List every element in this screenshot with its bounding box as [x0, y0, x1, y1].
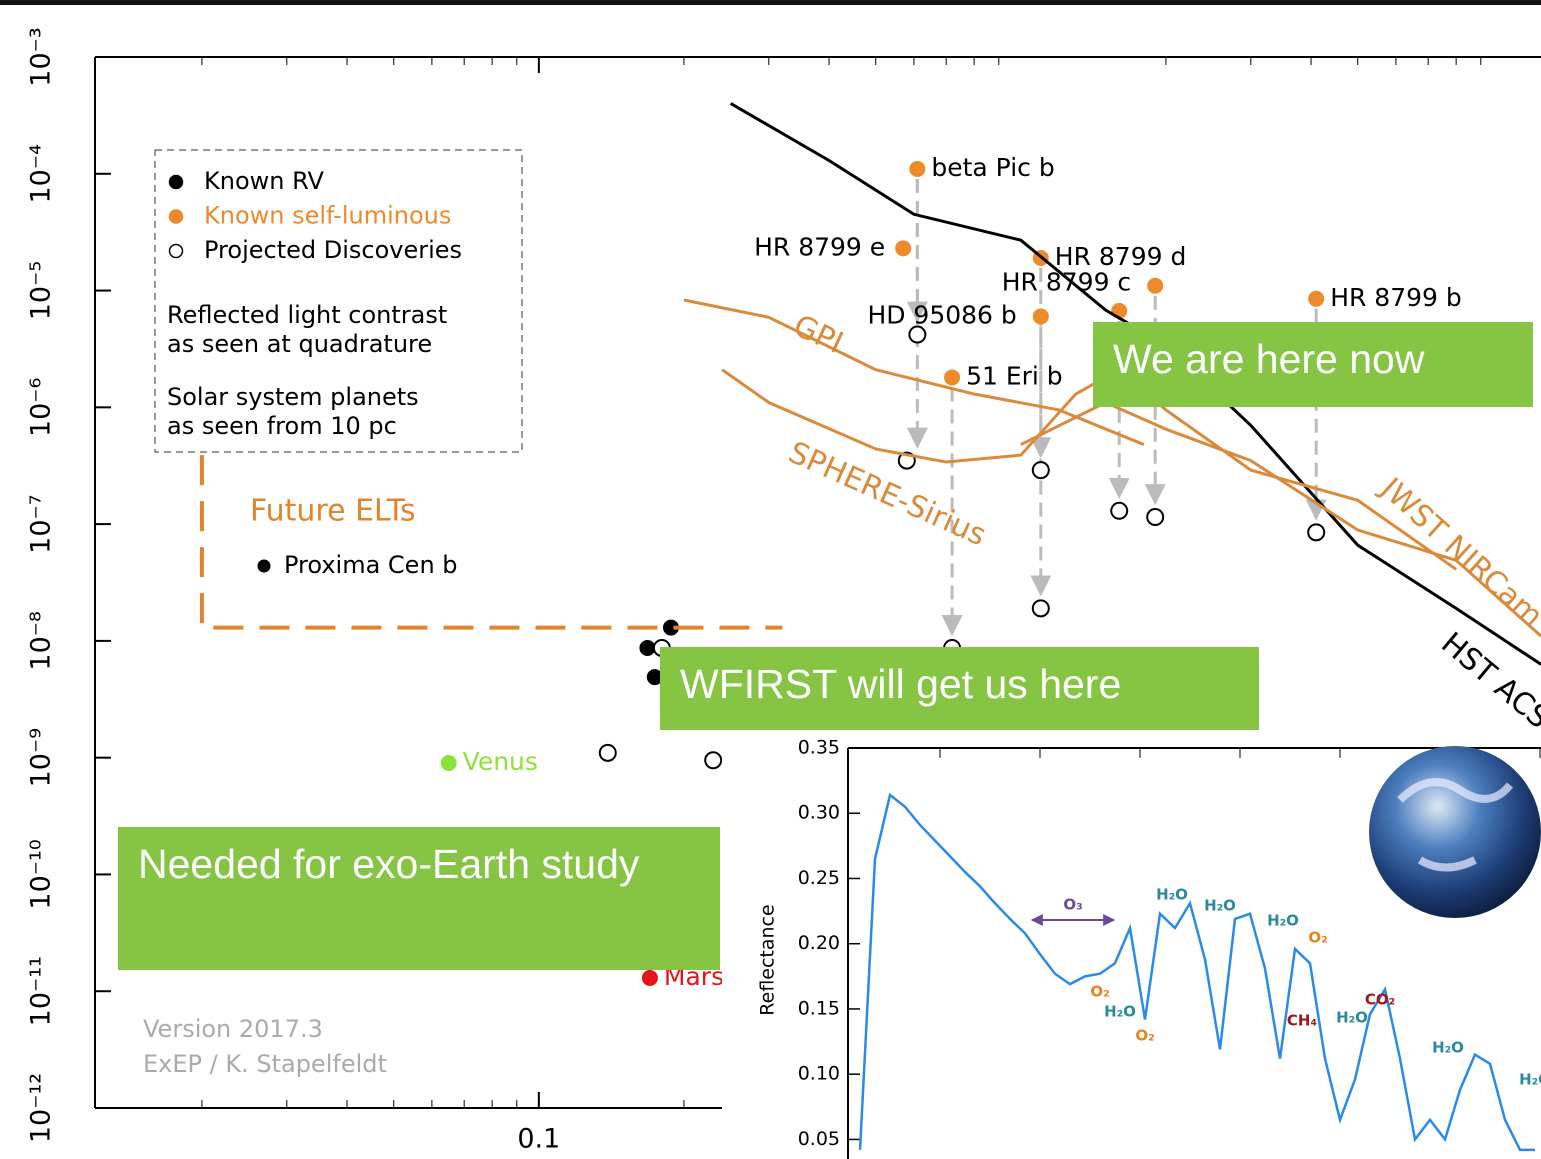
molecule-label: H₂O — [1156, 886, 1188, 904]
legend-note: as seen at quadrature — [167, 330, 432, 358]
point-label: HR 8799 b — [1330, 283, 1462, 312]
curve-label: SPHERE-Sirius — [783, 435, 991, 553]
legend-marker — [170, 210, 183, 223]
y-tick-label: 10⁻¹² — [26, 1073, 57, 1143]
inset-y-tick-label: 0.35 — [798, 737, 840, 759]
legend-marker — [170, 245, 183, 258]
molecule-label: O₃ — [1063, 896, 1082, 914]
legend-note: as seen from 10 pc — [167, 412, 397, 440]
point — [1033, 308, 1049, 324]
inset-y-tick-label: 0.30 — [798, 802, 840, 824]
inset-y-label: Reflectance — [757, 904, 779, 1015]
point-label: Venus — [463, 747, 538, 776]
point-label: HR 8799 d — [1055, 242, 1187, 271]
molecule-label: CO₂ — [1365, 991, 1395, 1009]
y-tick-label: 10⁻⁶ — [26, 378, 57, 437]
credit: ExEP / K. Stapelfeldt — [143, 1050, 387, 1078]
y-tick-label: 10⁻⁵ — [26, 261, 57, 320]
point-label: HR 8799 e — [754, 232, 885, 261]
legend-marker — [170, 176, 183, 189]
molecule-label: H₂O — [1267, 912, 1299, 930]
x-tick-label: 0.1 — [517, 1124, 560, 1155]
inset-y-tick-label: 0.10 — [798, 1063, 840, 1085]
point — [1033, 462, 1049, 478]
legend-note: Reflected light contrast — [167, 301, 447, 329]
molecule-label: H₂O — [1336, 1009, 1368, 1027]
molecule-label: H₂O — [1104, 1003, 1136, 1021]
point-label: HR 8799 c — [1002, 268, 1131, 297]
molecule-label: O₂ — [1135, 1027, 1154, 1045]
point — [642, 970, 658, 986]
point-label: HD 95086 b — [867, 300, 1016, 329]
legend-label: Known RV — [204, 167, 324, 195]
point — [441, 755, 457, 771]
callout: We are here now — [1093, 322, 1533, 407]
molecule-label: H₂O — [1432, 1039, 1464, 1057]
y-tick-label: 10⁻⁴ — [26, 144, 57, 203]
point — [944, 370, 960, 386]
point — [895, 240, 911, 256]
chart: 10⁻³ 10⁻⁴ 10⁻⁵ 10⁻⁶ 10⁻⁷ 10⁻⁸ 10⁻⁹ 10⁻¹⁰ 10⁻¹¹ 10… — [0, 0, 1541, 1159]
y-tick-label: 10⁻¹¹ — [26, 956, 57, 1026]
curve-label: HST ACS — [1434, 626, 1541, 736]
box-label: Proxima Cen b — [284, 551, 458, 579]
curve — [1021, 402, 1541, 636]
point — [1147, 278, 1163, 294]
credit: Version 2017.3 — [143, 1015, 323, 1043]
molecule-label: H₂O — [1519, 1071, 1541, 1089]
point-label: beta Pic b — [931, 153, 1054, 182]
callout: Needed for exo-Earth study — [118, 827, 720, 970]
point — [1308, 524, 1324, 540]
point — [909, 327, 925, 343]
inset-y-tick-label: 0.25 — [798, 867, 840, 889]
legend-label: Known self-luminous — [204, 202, 451, 230]
page: 10⁻³ 10⁻⁴ 10⁻⁵ 10⁻⁶ 10⁻⁷ 10⁻⁸ 10⁻⁹ 10⁻¹⁰ 10⁻¹¹ 10… — [0, 0, 1541, 1159]
y-tick-label: 10⁻³ — [26, 27, 57, 86]
y-tick-label: 10⁻⁹ — [26, 728, 57, 787]
y-tick-label: 10⁻¹⁰ — [26, 839, 57, 909]
legend-note: Solar system planets — [167, 383, 419, 411]
inset-y-tick-label: 0.20 — [798, 932, 840, 954]
point — [1033, 600, 1049, 616]
point — [600, 745, 616, 761]
inset-y-tick-label: 0.05 — [798, 1128, 840, 1150]
box-marker — [258, 560, 271, 573]
molecule-label: CH₄ — [1287, 1012, 1317, 1030]
y-tick-label: 10⁻⁷ — [26, 494, 57, 553]
point — [705, 752, 721, 768]
callout: WFIRST will get us here — [660, 647, 1259, 730]
point-label: 51 Eri b — [966, 362, 1063, 391]
point — [1147, 509, 1163, 525]
curve-label: Future ELTs — [250, 494, 416, 529]
point — [909, 161, 925, 177]
earth-image — [1369, 746, 1541, 918]
point — [1308, 291, 1324, 307]
molecule-label: O₂ — [1090, 983, 1109, 1001]
inset-y-tick-label: 0.15 — [798, 997, 840, 1019]
molecule-label: H₂O — [1204, 897, 1236, 915]
curve — [202, 455, 782, 627]
point — [1111, 503, 1127, 519]
legend-label: Projected Discoveries — [204, 236, 462, 264]
y-tick-label: 10⁻⁸ — [26, 611, 57, 670]
molecule-label: O₂ — [1308, 929, 1327, 947]
